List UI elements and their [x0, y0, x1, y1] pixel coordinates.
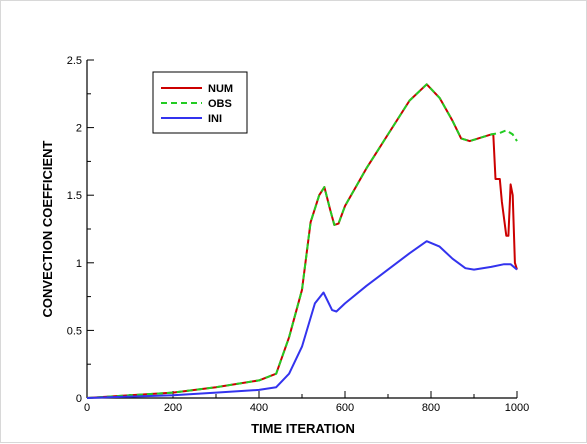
x-tick-label: 0	[84, 402, 90, 414]
axes: 0 200 400 600 800 1000 0 0.5 1 1.5 2 2.5	[67, 55, 530, 414]
legend: NUM OBS INI	[152, 71, 248, 134]
legend-box	[152, 71, 248, 134]
series-line-obs	[86, 83, 518, 399]
y-tick-label: 0	[76, 393, 82, 405]
y-tick-label: 2	[76, 123, 82, 135]
y-tick-label: 0.5	[67, 325, 82, 337]
legend-label-ini: INI	[208, 113, 222, 125]
x-tick-label: 200	[164, 402, 182, 414]
x-axis-title: TIME ITERATION	[251, 421, 355, 436]
y-tick-label: 1	[76, 258, 82, 270]
y-axis-title: CONVECTION COEFFICIENT	[40, 140, 55, 317]
y-tick-label: 2.5	[67, 55, 82, 67]
x-tick-label: 400	[250, 402, 268, 414]
x-tick-label: 1000	[505, 402, 529, 414]
series-layer	[86, 83, 518, 399]
x-tick-label: 800	[422, 402, 440, 414]
series-line-ini	[86, 240, 518, 399]
y-tick-label: 1.5	[67, 190, 82, 202]
legend-label-obs: OBS	[208, 98, 232, 110]
legend-label-num: NUM	[208, 83, 233, 95]
x-tick-label: 600	[336, 402, 354, 414]
series-line-num	[86, 83, 518, 399]
